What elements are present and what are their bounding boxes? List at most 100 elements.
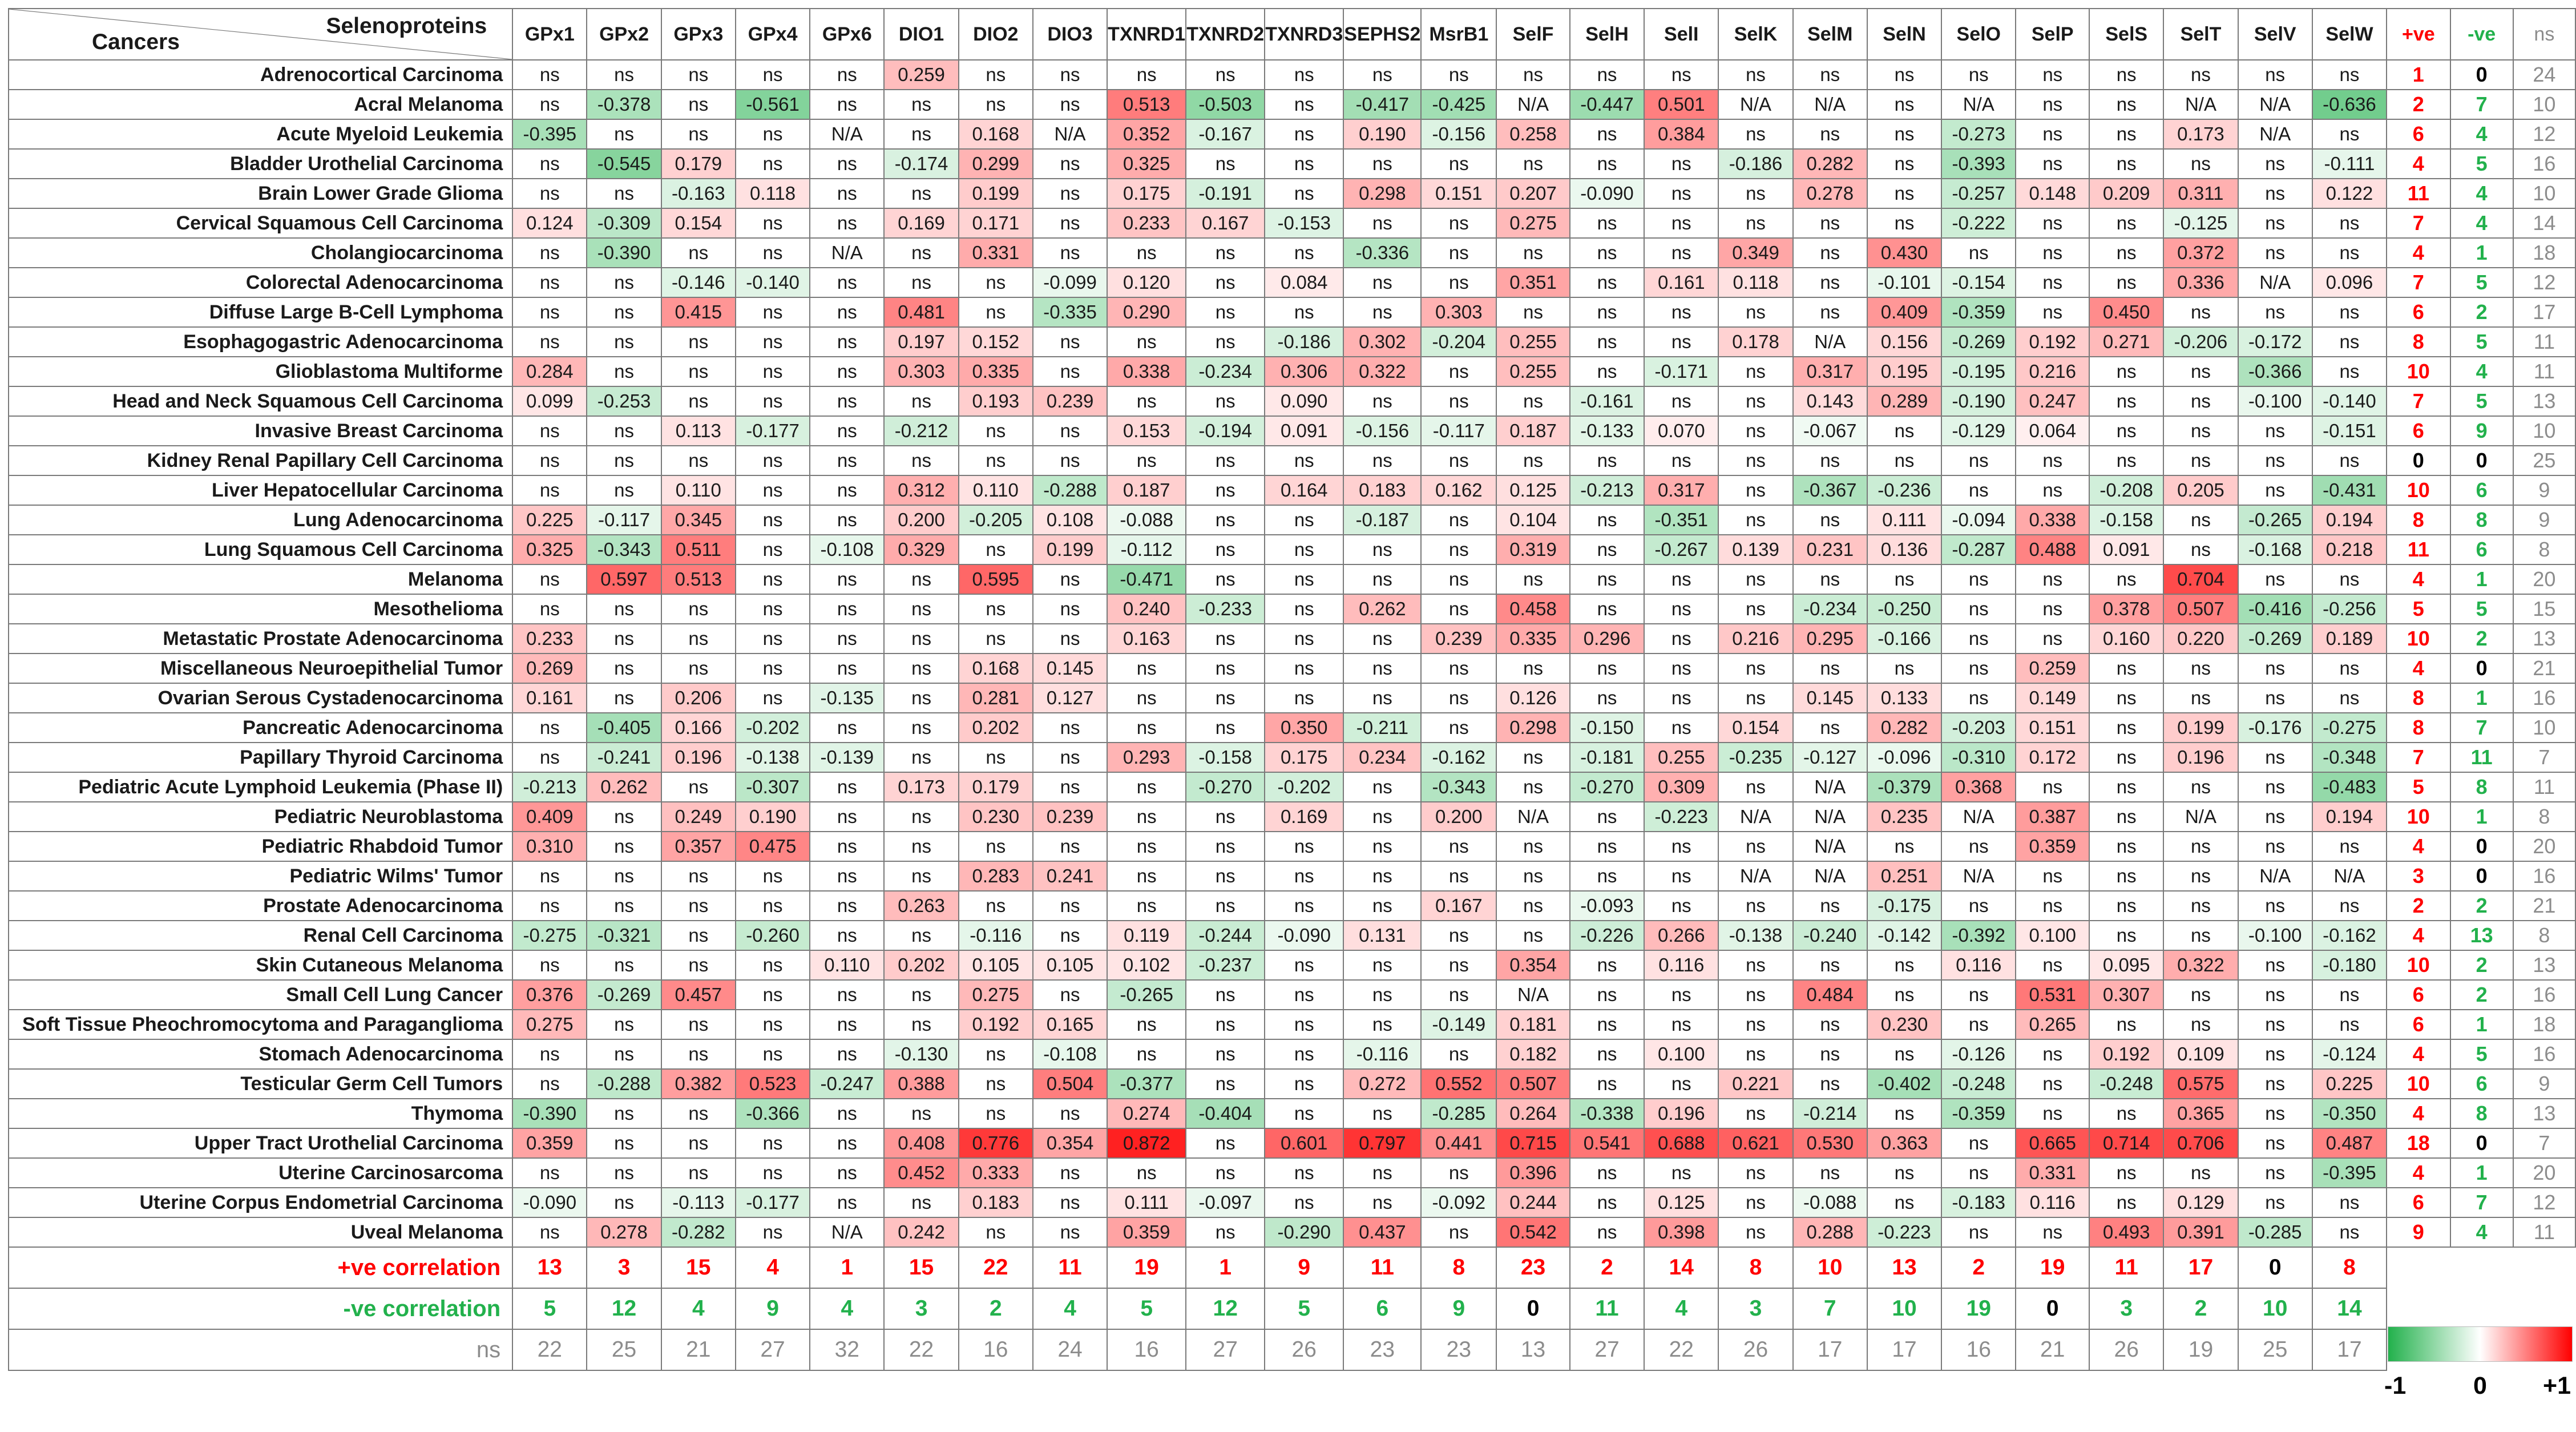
heatmap-cell: 0.338	[1107, 356, 1187, 387]
heatmap-cell: 0.430	[1866, 237, 1943, 268]
heatmap-cell: ns	[809, 445, 885, 476]
heatmap-cell: -0.267	[1644, 534, 1719, 565]
heatmap-cell: ns	[1941, 475, 2017, 506]
heatmap-cell: 0.149	[2015, 683, 2090, 713]
heatmap-cell: -0.235	[1718, 742, 1794, 773]
summary-count-cell: 21	[660, 1329, 736, 1371]
heatmap-cell: ns	[2015, 564, 2090, 595]
heatmap-cell: ns	[1420, 356, 1497, 387]
heatmap-cell: ns	[1264, 1187, 1344, 1218]
heatmap-cell: ns	[1032, 979, 1108, 1010]
heatmap-cell: ns	[1644, 445, 1719, 476]
heatmap-cell: -0.247	[809, 1068, 885, 1099]
row-positive-count: 11	[2386, 534, 2451, 565]
heatmap-cell: -0.094	[1941, 505, 2017, 535]
heatmap-cell: ns	[1107, 683, 1187, 713]
row-positive-count: 8	[2386, 326, 2451, 357]
summary-count-cell: 10	[2237, 1288, 2313, 1330]
heatmap-cell: ns	[1032, 208, 1108, 239]
heatmap-cell: 0.523	[734, 1068, 811, 1099]
heatmap-cell: ns	[1185, 1157, 1266, 1188]
heatmap-cell: ns	[512, 1217, 588, 1248]
heatmap-cell: -0.636	[2311, 89, 2388, 120]
row-ns-count: 20	[2512, 1157, 2576, 1188]
heatmap-cell: ns	[2311, 356, 2388, 387]
heatmap-cell: ns	[2237, 801, 2313, 832]
heatmap-cell: ns	[2015, 594, 2090, 624]
row-positive-count: 2	[2386, 890, 2451, 921]
heatmap-cell: 0.284	[512, 356, 588, 387]
heatmap-cell: 0.145	[1792, 683, 1868, 713]
row-ns-count: 20	[2512, 831, 2576, 862]
summary-count-cell: 21	[2015, 1329, 2090, 1371]
heatmap-cell: 0.351	[1496, 267, 1570, 298]
heatmap-cell: -0.275	[2311, 712, 2388, 743]
heatmap-cell: ns	[2163, 861, 2239, 892]
row-ns-count: 18	[2512, 237, 2576, 268]
column-header-txnrd2: TXNRD2	[1185, 8, 1266, 60]
heatmap-cell: 0.275	[1496, 208, 1570, 239]
heatmap-cell: ns	[1343, 683, 1422, 713]
heatmap-cell: 0.162	[1420, 475, 1497, 506]
row-positive-count: 6	[2386, 1187, 2451, 1218]
row-ns-count: 8	[2512, 534, 2576, 565]
heatmap-cell: ns	[2237, 772, 2313, 802]
heatmap-cell: ns	[2163, 1009, 2239, 1040]
heatmap-cell: ns	[1718, 772, 1794, 802]
heatmap-cell: 0.090	[1264, 386, 1344, 417]
summary-count-cell: 4	[660, 1288, 736, 1330]
heatmap-cell: -0.233	[1185, 594, 1266, 624]
heatmap-cell: ns	[1866, 564, 1943, 595]
summary-count-cell: 2	[1941, 1247, 2017, 1289]
heatmap-cell: 0.233	[1107, 208, 1187, 239]
heatmap-cell: ns	[2089, 742, 2165, 773]
heatmap-cell: 0.513	[660, 564, 736, 595]
heatmap-cell: ns	[1420, 1039, 1497, 1070]
heatmap-cell: ns	[512, 416, 588, 446]
cancer-row-label: Renal Cell Carcinoma	[7, 920, 514, 951]
heatmap-cell: N/A	[1792, 831, 1868, 862]
heatmap-cell: ns	[883, 623, 959, 654]
table-row: Invasive Breast Carcinoma ns ns 0.113 -0.177…	[7, 416, 2576, 446]
heatmap-cell: ns	[1866, 1157, 1943, 1188]
heatmap-cell: -0.093	[1569, 890, 1645, 921]
heatmap-cell: -0.100	[2237, 386, 2313, 417]
heatmap-cell: ns	[1107, 712, 1187, 743]
heatmap-cell: 0.354	[1032, 1128, 1108, 1159]
heatmap-cell: ns	[809, 1039, 885, 1070]
heatmap-cell: ns	[1107, 1039, 1187, 1070]
heatmap-cell: N/A	[1032, 119, 1108, 150]
heatmap-cell: ns	[1718, 950, 1794, 981]
heatmap-cell: -0.186	[1264, 326, 1344, 357]
cancer-row-label: Small Cell Lung Cancer	[7, 979, 514, 1010]
heatmap-cell: ns	[1718, 475, 1794, 506]
row-positive-count: 8	[2386, 505, 2451, 535]
heatmap-cell: ns	[1343, 653, 1422, 684]
heatmap-cell: ns	[1866, 831, 1943, 862]
summary-count-cell: 4	[1032, 1288, 1108, 1330]
row-negative-count: 7	[2449, 1187, 2514, 1218]
column-header-gpx3: GPx3	[660, 8, 736, 60]
heatmap-cell: 0.282	[1866, 712, 1943, 743]
heatmap-cell: 0.704	[2163, 564, 2239, 595]
heatmap-cell: 0.507	[1496, 1068, 1570, 1099]
column-header-gpx6: GPx6	[809, 8, 885, 60]
heatmap-cell: 0.152	[958, 326, 1033, 357]
heatmap-cell: ns	[958, 267, 1033, 298]
heatmap-cell: 0.269	[512, 653, 588, 684]
heatmap-cell: 0.309	[1644, 772, 1719, 802]
heatmap-cell: ns	[1644, 979, 1719, 1010]
column-header-sels: SelS	[2089, 8, 2165, 60]
heatmap-cell: ns	[2311, 890, 2388, 921]
heatmap-cell: ns	[2015, 445, 2090, 476]
table-row: Upper Tract Urothelial Carcinoma 0.359 ns n…	[7, 1128, 2576, 1159]
heatmap-cell: 0.111	[1866, 505, 1943, 535]
heatmap-cell: 0.595	[958, 564, 1033, 595]
heatmap-cell: 0.387	[2015, 801, 2090, 832]
heatmap-cell: 0.136	[1866, 534, 1943, 565]
heatmap-cell: ns	[1941, 890, 2017, 921]
heatmap-cell: ns	[1644, 148, 1719, 179]
heatmap-cell: 0.091	[1264, 416, 1344, 446]
heatmap-cell: 0.288	[1792, 1217, 1868, 1248]
summary-count-cell: 11	[1569, 1288, 1645, 1330]
